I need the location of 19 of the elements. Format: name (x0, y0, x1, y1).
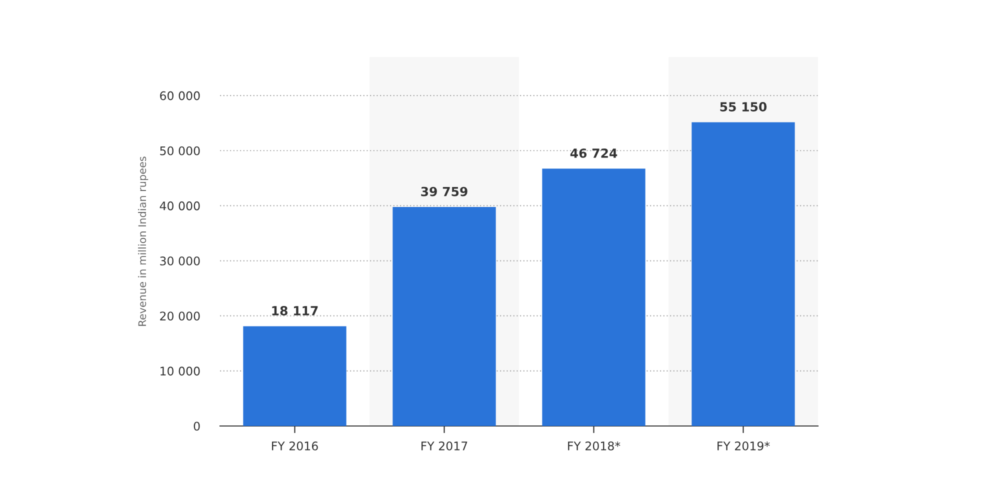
y-axis-title: Revenue in million Indian rupees (138, 156, 148, 326)
y-tick-label: 10 000 (160, 366, 200, 376)
bar (392, 207, 496, 426)
data-label: 46 724 (570, 148, 618, 158)
y-tick-label: 40 000 (160, 201, 200, 210)
x-tick-label: FY 2018* (568, 441, 620, 450)
y-tick-label: 30 000 (160, 256, 200, 266)
y-tick-label: 20 000 (160, 312, 200, 321)
x-tick-label: FY 2019* (718, 441, 770, 450)
x-tick-label: FY 2016 (272, 441, 318, 450)
data-label: 39 759 (421, 186, 468, 196)
y-tick-label: 0 (194, 422, 200, 431)
bar (542, 168, 646, 426)
y-tick-label: 50 000 (160, 146, 200, 156)
data-label: 18 117 (272, 306, 318, 316)
y-tick-label: 60 000 (160, 91, 200, 100)
x-tick-label: FY 2017 (422, 441, 468, 450)
data-label: 55 150 (720, 102, 767, 112)
bar (243, 326, 346, 426)
